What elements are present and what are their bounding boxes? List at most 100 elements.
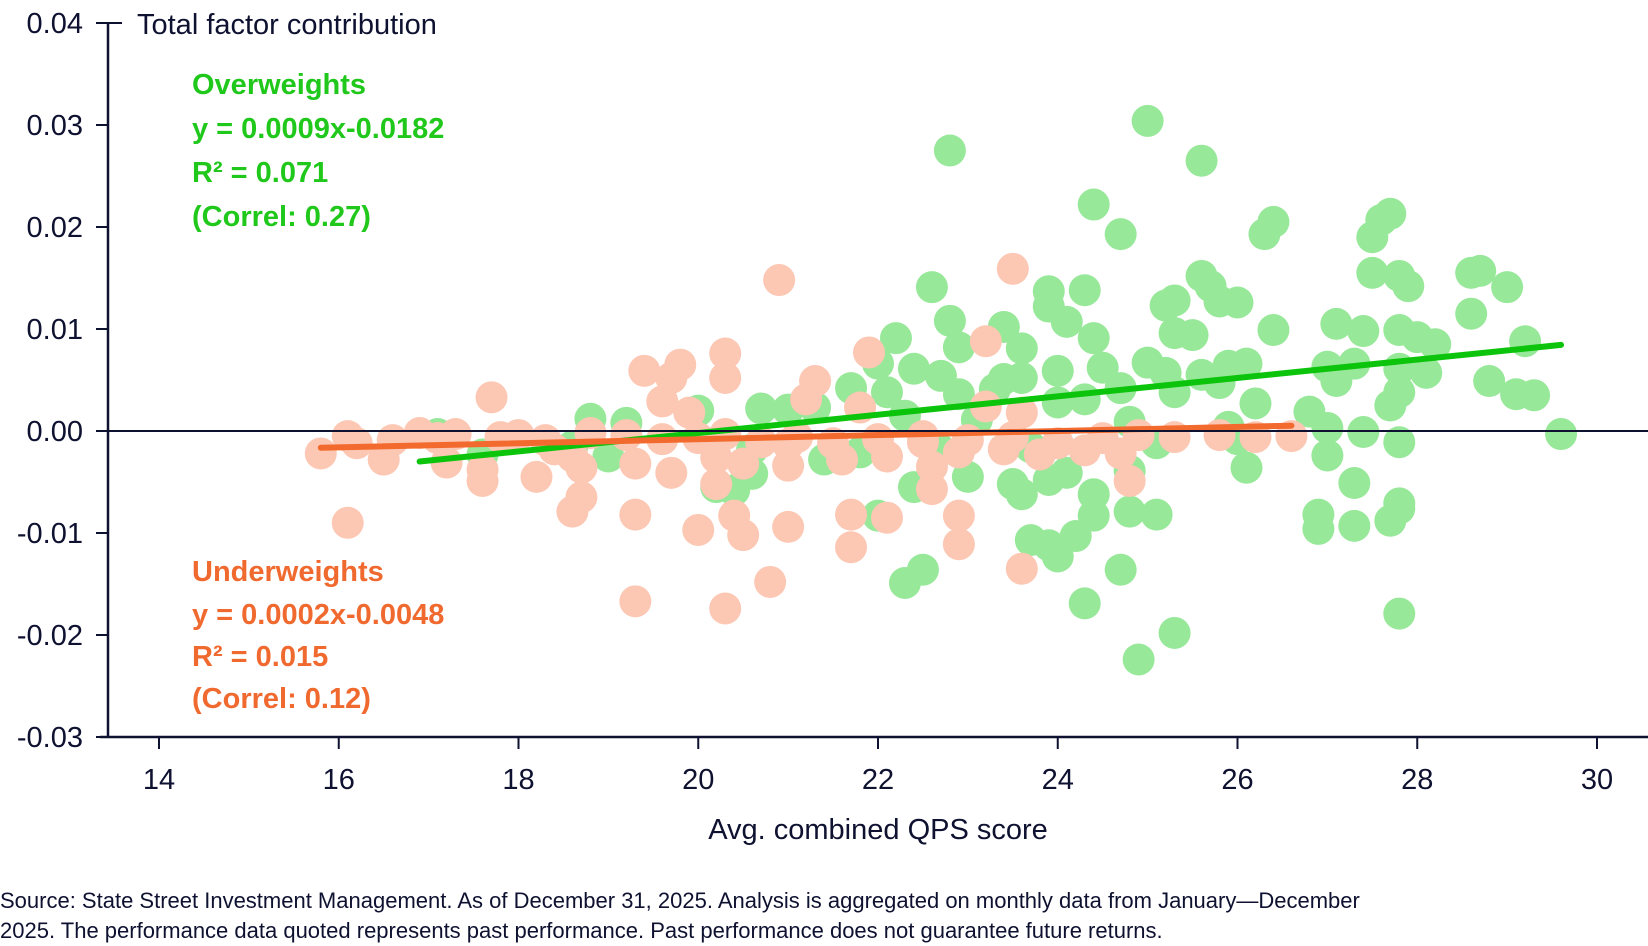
- overweights-r2: R² = 0.071: [192, 157, 328, 189]
- data-point-underweights: [709, 592, 742, 625]
- data-point-underweights: [727, 447, 760, 480]
- data-point-overweights: [1320, 307, 1353, 340]
- data-point-underweights: [763, 264, 796, 297]
- data-point-underweights: [1068, 434, 1101, 467]
- data-point-overweights: [1311, 439, 1344, 472]
- data-point-underweights: [853, 336, 886, 369]
- data-point-underweights: [628, 354, 661, 387]
- data-point-overweights: [1041, 540, 1074, 573]
- y-tick-label: 0.03: [27, 110, 83, 142]
- data-point-overweights: [1176, 319, 1209, 352]
- data-point-overweights: [1419, 328, 1452, 361]
- data-point-overweights: [1041, 354, 1074, 387]
- data-point-underweights: [655, 456, 688, 489]
- data-point-overweights: [1113, 495, 1146, 528]
- data-point-overweights: [1347, 315, 1380, 348]
- data-point-overweights: [1185, 144, 1218, 177]
- data-point-overweights: [1131, 104, 1164, 137]
- y-axis-title: Total factor contribution: [137, 9, 437, 41]
- data-point-underweights: [870, 440, 903, 473]
- data-point-overweights: [933, 134, 966, 167]
- x-tick-label: 24: [1042, 764, 1074, 796]
- y-tick-label: -0.01: [17, 518, 83, 550]
- data-point-underweights: [835, 498, 868, 531]
- data-point-overweights: [942, 331, 975, 364]
- underweights-equation: y = 0.0002x-0.0048: [192, 599, 444, 631]
- data-point-underweights: [826, 443, 859, 476]
- data-point-underweights: [646, 385, 679, 418]
- data-point-underweights: [430, 446, 463, 479]
- data-point-overweights: [870, 376, 903, 409]
- data-point-underweights: [1005, 396, 1038, 429]
- x-tick-label: 26: [1221, 764, 1253, 796]
- data-point-overweights: [1383, 597, 1416, 630]
- data-point-overweights: [1005, 478, 1038, 511]
- data-point-underweights: [619, 585, 652, 618]
- data-point-overweights: [1347, 416, 1380, 449]
- data-point-underweights: [915, 450, 948, 483]
- data-point-underweights: [709, 337, 742, 370]
- data-point-overweights: [1455, 256, 1488, 289]
- data-point-underweights: [304, 437, 337, 470]
- data-point-underweights: [915, 473, 948, 506]
- data-point-underweights: [772, 428, 805, 461]
- data-point-underweights: [1104, 437, 1137, 470]
- data-point-overweights: [1257, 314, 1290, 347]
- data-point-overweights: [933, 304, 966, 337]
- overweights-equation: y = 0.0009x-0.0182: [192, 113, 444, 145]
- data-point-underweights: [870, 501, 903, 534]
- data-point-overweights: [1491, 271, 1524, 304]
- data-point-overweights: [745, 392, 778, 425]
- data-point-underweights: [619, 498, 652, 531]
- data-point-overweights: [1356, 221, 1389, 254]
- overweights-correl: (Correl: 0.27): [192, 201, 371, 233]
- data-point-overweights: [1104, 553, 1137, 586]
- source-note: Source: State Street Investment Manageme…: [0, 886, 1648, 946]
- data-point-overweights: [879, 322, 912, 355]
- data-point-overweights: [1077, 188, 1110, 221]
- data-point-overweights: [1311, 411, 1344, 444]
- data-point-underweights: [673, 396, 706, 429]
- data-point-underweights: [1113, 464, 1146, 497]
- data-point-underweights: [745, 426, 778, 459]
- data-point-overweights: [1158, 616, 1191, 649]
- points-layer: [304, 104, 1578, 676]
- x-tick-label: 28: [1401, 764, 1433, 796]
- data-point-underweights: [565, 451, 598, 484]
- data-point-overweights: [1077, 322, 1110, 355]
- data-point-underweights: [942, 436, 975, 469]
- data-point-underweights: [619, 447, 652, 480]
- data-point-underweights: [790, 383, 823, 416]
- data-point-overweights: [1356, 256, 1389, 289]
- overweights-title: Overweights: [192, 69, 366, 101]
- underweights-r2: R² = 0.015: [192, 641, 328, 673]
- data-point-overweights: [942, 378, 975, 411]
- data-point-overweights: [1392, 270, 1425, 303]
- data-point-overweights: [1338, 467, 1371, 500]
- data-point-underweights: [700, 468, 733, 501]
- y-tick-label: -0.02: [17, 620, 83, 652]
- x-tick-label: 18: [502, 764, 534, 796]
- data-point-underweights: [727, 519, 760, 552]
- x-tick-label: 14: [143, 764, 175, 796]
- data-point-underweights: [1203, 419, 1236, 452]
- data-point-overweights: [1320, 365, 1353, 398]
- trendline-underweights: [317, 422, 1295, 451]
- x-axis-title: Avg. combined QPS score: [708, 814, 1048, 846]
- data-point-overweights: [1410, 356, 1443, 389]
- data-point-overweights: [1248, 218, 1281, 251]
- data-point-overweights: [1302, 512, 1335, 545]
- data-point-underweights: [709, 361, 742, 394]
- x-tick-label: 22: [862, 764, 894, 796]
- data-point-overweights: [1041, 386, 1074, 419]
- data-point-overweights: [1221, 286, 1254, 319]
- data-point-overweights: [1545, 418, 1578, 451]
- underweights-annotation: Underweights y = 0.0002x-0.0048 R² = 0.0…: [192, 556, 444, 715]
- data-point-overweights: [592, 440, 625, 473]
- data-point-underweights: [835, 531, 868, 564]
- axes-layer: 0.04 0.03 0.02 0.01 0.00 -0.01 -0.02 -0.03 14 16 1…: [17, 8, 1648, 796]
- data-point-underweights: [682, 513, 715, 546]
- data-point-underweights: [942, 528, 975, 561]
- data-point-underweights: [340, 427, 373, 460]
- data-point-underweights: [969, 325, 1002, 358]
